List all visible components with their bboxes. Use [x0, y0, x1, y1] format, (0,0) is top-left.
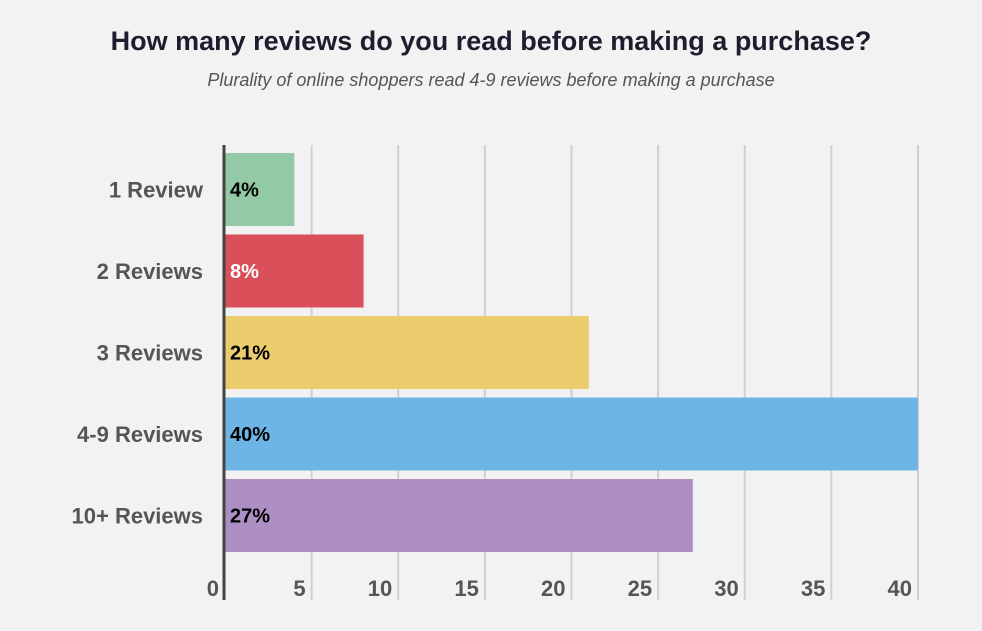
bar — [225, 397, 918, 471]
bar — [225, 316, 589, 389]
x-tick-label: 40 — [888, 576, 912, 601]
x-tick-label: 30 — [714, 576, 738, 601]
x-tick-labels: 0 5 10 15 20 25 30 35 40 — [207, 576, 912, 601]
category-label: 3 Reviews — [97, 341, 203, 366]
bars — [225, 153, 918, 552]
x-tick-label: 20 — [541, 576, 565, 601]
chart-title: How many reviews do you read before maki… — [110, 26, 872, 56]
data-label: 40% — [230, 424, 270, 446]
bar — [225, 234, 364, 308]
category-label: 2 Reviews — [97, 259, 203, 284]
data-label: 21% — [230, 343, 270, 365]
x-tick-label: 35 — [801, 576, 825, 601]
category-label: 10+ Reviews — [72, 504, 203, 529]
data-label: 27% — [230, 506, 270, 528]
bar — [225, 479, 693, 552]
x-tick-label: 5 — [293, 576, 305, 601]
category-label: 1 Review — [109, 178, 204, 203]
chart-subtitle: Plurality of online shoppers read 4-9 re… — [207, 70, 775, 90]
data-label: 8% — [230, 261, 259, 283]
x-tick-label: 15 — [454, 576, 478, 601]
x-tick-label: 0 — [207, 576, 219, 601]
data-labels: 4% 8% 21% 40% 27% — [230, 180, 270, 528]
x-tick-label: 25 — [628, 576, 652, 601]
x-tick-label: 10 — [368, 576, 392, 601]
bar — [225, 153, 295, 226]
category-label: 4-9 Reviews — [77, 422, 203, 447]
category-labels: 1 Review 2 Reviews 3 Reviews 4-9 Reviews 10+… — [72, 178, 204, 529]
data-label: 4% — [230, 180, 259, 202]
